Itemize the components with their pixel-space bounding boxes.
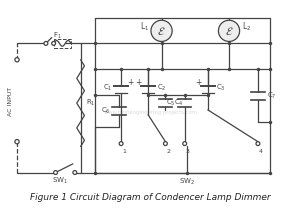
Text: SW$_2$: SW$_2$ bbox=[178, 177, 195, 187]
Text: 1: 1 bbox=[122, 149, 126, 154]
Circle shape bbox=[256, 142, 260, 145]
Bar bbox=[54, 39, 71, 48]
Text: F$_1$: F$_1$ bbox=[53, 31, 62, 41]
Text: R$_1$: R$_1$ bbox=[86, 98, 96, 108]
Circle shape bbox=[151, 20, 172, 42]
Text: C$_5$: C$_5$ bbox=[166, 98, 176, 108]
Text: C$_3$: C$_3$ bbox=[217, 83, 226, 93]
Circle shape bbox=[164, 142, 167, 145]
Text: +: + bbox=[195, 78, 201, 87]
Text: L$_2$: L$_2$ bbox=[242, 21, 251, 33]
Text: +: + bbox=[135, 78, 142, 87]
Circle shape bbox=[54, 171, 58, 174]
Circle shape bbox=[73, 171, 77, 174]
Text: AC INPUT: AC INPUT bbox=[8, 87, 13, 116]
Text: 2: 2 bbox=[166, 149, 170, 154]
Circle shape bbox=[52, 42, 56, 45]
Circle shape bbox=[15, 140, 19, 144]
Text: 4: 4 bbox=[259, 149, 263, 154]
Text: $\mathcal{E}$: $\mathcal{E}$ bbox=[225, 25, 233, 37]
Circle shape bbox=[119, 142, 123, 145]
Text: C$_2$: C$_2$ bbox=[157, 83, 166, 93]
Circle shape bbox=[183, 142, 187, 145]
Text: $\mathcal{E}$: $\mathcal{E}$ bbox=[157, 25, 166, 37]
Text: +: + bbox=[128, 78, 134, 87]
Text: Figure 1 Circuit Diagram of Condencer Lamp Dimmer: Figure 1 Circuit Diagram of Condencer La… bbox=[30, 193, 270, 202]
Text: C$_4$: C$_4$ bbox=[174, 98, 184, 108]
Text: L$_1$: L$_1$ bbox=[140, 21, 149, 33]
Text: 3: 3 bbox=[186, 149, 190, 154]
Circle shape bbox=[15, 58, 19, 62]
Text: SW$_1$: SW$_1$ bbox=[52, 176, 68, 186]
Text: www.bestengineering projects.com: www.bestengineering projects.com bbox=[103, 110, 196, 115]
Text: C$_1$: C$_1$ bbox=[103, 83, 112, 93]
Circle shape bbox=[218, 20, 240, 42]
Text: C$_6$: C$_6$ bbox=[101, 106, 110, 117]
Text: C$_7$: C$_7$ bbox=[267, 91, 276, 101]
Circle shape bbox=[44, 42, 48, 45]
